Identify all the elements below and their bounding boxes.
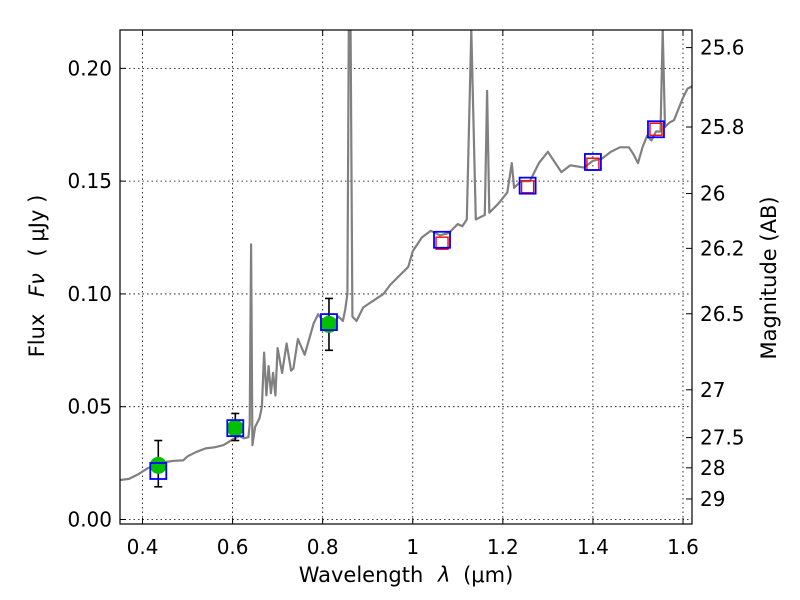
mag-tick-label: 26 (700, 182, 725, 206)
photometry-circle (226, 419, 244, 437)
y-tick-label: 0.15 (67, 169, 112, 193)
mag-tick-label: 26.5 (700, 302, 745, 326)
y-axis-title: Flux Fν ( μJy ) (25, 195, 49, 358)
blue-square-marker (320, 313, 338, 332)
x-tick-label: 1.6 (667, 535, 699, 559)
photometry-point (320, 297, 338, 352)
plot-area (120, 30, 692, 488)
grid-lines (120, 30, 692, 524)
x-axis-label: Wavelength (299, 563, 424, 587)
y-tick-label: 0.05 (67, 395, 112, 419)
y-tick-label: 0.10 (67, 282, 112, 306)
photometry-markers (149, 120, 665, 488)
mag-tick-label: 28 (700, 456, 725, 480)
spectrum-line (120, 30, 692, 482)
red-square-marker (520, 180, 535, 194)
blue-square-marker (149, 462, 168, 480)
red-square-marker (435, 236, 449, 250)
x-tick-label: 0.4 (127, 535, 159, 559)
mag-tick-label: 27 (700, 378, 725, 402)
plot-frame (119, 29, 693, 525)
mag-tick-label: 25.8 (700, 115, 745, 139)
blue-square-marker (226, 419, 245, 438)
mag-tick-label: 26.2 (700, 236, 745, 260)
red-square-marker (649, 122, 663, 136)
blue-square-marker (433, 230, 451, 249)
blue-square-marker (647, 120, 665, 139)
y-axis-flux: 0.00 0.05 0.10 0.15 0.20 (67, 56, 126, 531)
x-axis: 0.4 0.6 0.8 1 1.2 1.4 1.6 (127, 30, 699, 559)
mag-tick-label: 25.6 (700, 36, 745, 60)
y-axis-label: Flux (25, 314, 49, 358)
y-axis-magnitude: 25.6 25.8 26 26.2 26.5 27 27.5 28 29 (686, 36, 745, 511)
x-tick-label: 1 (406, 535, 419, 559)
x-tick-label: 0.8 (307, 535, 339, 559)
x-axis-symbol: λ (437, 563, 450, 587)
x-tick-label: 0.6 (217, 535, 249, 559)
mag-tick-label: 27.5 (700, 426, 745, 450)
y-axis-unit: ( μJy ) (25, 195, 49, 257)
photometry-circle (149, 456, 167, 474)
blue-square-marker (518, 176, 537, 195)
x-axis-title: Wavelength λ (μm) (299, 563, 514, 587)
mag-tick-label: 29 (700, 487, 725, 511)
y-axis-symbol: Fν (25, 273, 49, 297)
x-tick-label: 1.2 (487, 535, 519, 559)
y2-axis-title: Magnitude (AB) (757, 196, 781, 359)
y-tick-label: 0.00 (67, 507, 112, 531)
blue-square-marker (584, 153, 602, 171)
y-tick-label: 0.20 (67, 56, 112, 80)
x-tick-label: 1.4 (577, 535, 609, 559)
x-axis-unit: (μm) (463, 563, 513, 587)
